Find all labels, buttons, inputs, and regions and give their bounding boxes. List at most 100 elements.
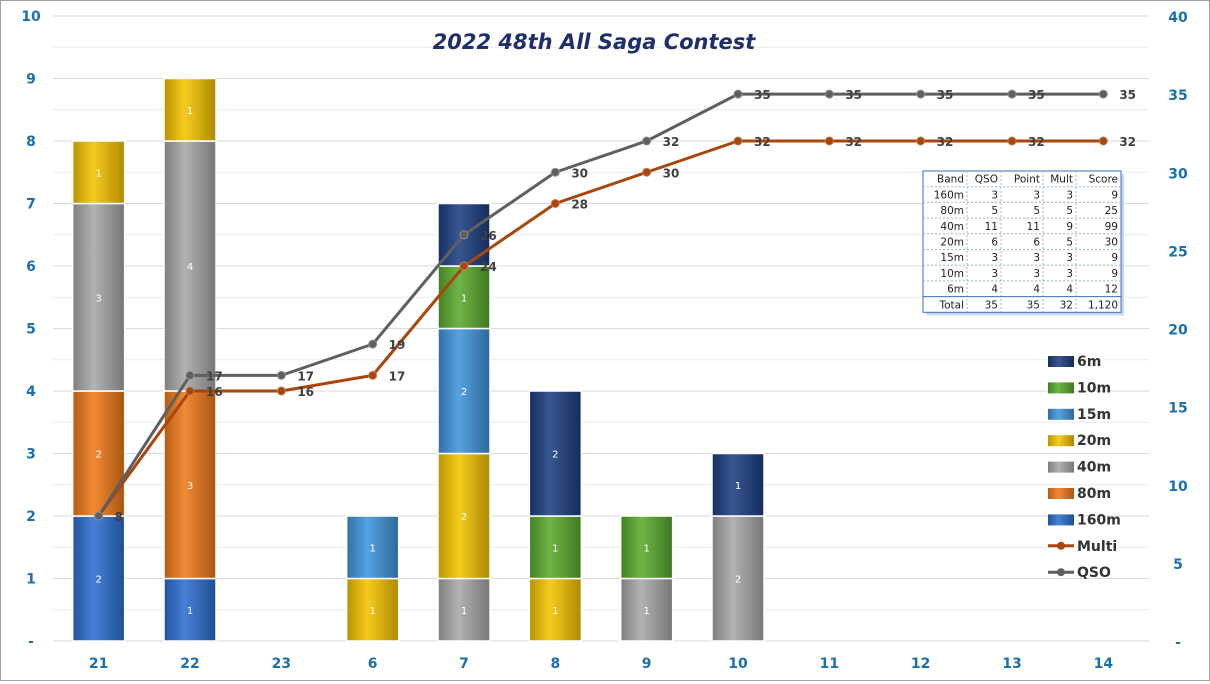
bar-segment-10m xyxy=(619,515,674,580)
table-cell: 3 xyxy=(1066,252,1073,264)
line-point-QSO xyxy=(185,370,195,380)
line-data-label-QSO: 35 xyxy=(1028,88,1045,102)
bar-data-label: 1 xyxy=(643,606,649,617)
bar-segment-15m xyxy=(437,327,491,455)
bar-segment-40m xyxy=(711,515,765,642)
bar-data-label: 1 xyxy=(552,606,558,617)
legend-label: 40m xyxy=(1077,460,1111,476)
bar-segment-10m xyxy=(437,265,491,330)
y-left-tick-label: 9 xyxy=(26,72,36,88)
table-cell: 5 xyxy=(1033,205,1040,217)
bar-segment-20m xyxy=(163,77,217,142)
bar-segment-40m xyxy=(437,577,491,642)
table-cell: 6m xyxy=(947,284,964,296)
legend-swatch-10m xyxy=(1048,382,1074,394)
bar-data-label: 1 xyxy=(461,606,467,617)
line-data-label-Multi: 32 xyxy=(937,135,954,149)
table-cell: 4 xyxy=(1033,284,1040,296)
legend-marker-QSO xyxy=(1057,568,1065,577)
table-header-cell: Band xyxy=(937,174,964,186)
y-right-tick-label: 20 xyxy=(1168,323,1188,339)
table-cell: 15m xyxy=(940,252,964,264)
line-point-Multi xyxy=(550,199,560,208)
x-tick-label: 9 xyxy=(642,656,652,672)
line-point-Multi xyxy=(1098,136,1108,146)
line-data-label-QSO: 35 xyxy=(937,88,954,102)
y-right-tick-label: 40 xyxy=(1168,10,1188,26)
table-cell: 9 xyxy=(1111,252,1118,264)
grid-layer xyxy=(53,15,1149,642)
table-header-cell: Point xyxy=(1014,174,1040,186)
x-tick-label: 13 xyxy=(1002,656,1021,672)
bar-data-label: 1 xyxy=(552,543,558,554)
line-point-Multi xyxy=(276,386,286,396)
line-data-label-QSO: 17 xyxy=(297,369,314,383)
y-left-tick-label: 10 xyxy=(21,9,41,25)
table-border xyxy=(922,170,1122,313)
x-tick-label: 12 xyxy=(911,656,930,672)
bar-data-label: 2 xyxy=(735,575,741,586)
y-left-tick-label: 5 xyxy=(26,322,36,338)
bar-segment-40m xyxy=(71,202,126,392)
bar-data-label: 1 xyxy=(95,168,101,179)
legend-swatch-20m xyxy=(1048,435,1074,447)
table-cell: 4 xyxy=(1066,284,1073,296)
table-cell: 12 xyxy=(1105,284,1118,296)
line-data-label-Multi: 32 xyxy=(1028,135,1045,149)
line-data-label-QSO: 35 xyxy=(1119,88,1136,102)
line-point-QSO xyxy=(642,136,652,146)
bar-data-label: 2 xyxy=(461,512,467,523)
table-cell: 3 xyxy=(1033,252,1040,264)
bar-segment-6m xyxy=(711,452,765,517)
bar-segment-20m xyxy=(71,140,126,205)
y-left-tick-label: 2 xyxy=(26,509,36,525)
table-cell: 35 xyxy=(1027,299,1040,311)
x-tick-label: 11 xyxy=(820,656,839,672)
y-left-tick-label: 3 xyxy=(26,447,36,463)
line-point-QSO xyxy=(276,370,286,380)
table-cell: 9 xyxy=(1111,189,1118,201)
table-cell: 3 xyxy=(991,268,998,280)
y-right-tick-label: 30 xyxy=(1168,166,1188,182)
y-right-tick-label: 5 xyxy=(1173,557,1183,573)
legend-swatch-160m xyxy=(1048,514,1074,526)
x-tick-label: 22 xyxy=(180,656,199,672)
table-cell: 40m xyxy=(940,221,964,233)
table-cell: 32 xyxy=(1060,299,1073,311)
bar-segment-15m xyxy=(345,515,400,580)
y-right-tick-label: 15 xyxy=(1168,401,1187,417)
bar-segment-80m xyxy=(71,390,126,517)
table-cell: 3 xyxy=(991,189,998,201)
bar-data-label: 1 xyxy=(461,293,467,304)
table-cell: 99 xyxy=(1105,221,1118,233)
bar-data-label: 2 xyxy=(95,450,101,461)
line-point-Multi xyxy=(642,167,652,177)
table-cell: 20m xyxy=(940,237,964,249)
bar-segment-10m xyxy=(528,515,583,580)
legend-label: 10m xyxy=(1077,380,1111,396)
line-data-label-QSO: 17 xyxy=(206,369,223,383)
bar-segment-40m xyxy=(163,140,217,392)
x-tick-label: 14 xyxy=(1094,656,1114,672)
table-cell: 80m xyxy=(940,205,964,217)
table-cell: 9 xyxy=(1066,221,1073,233)
line-point-QSO xyxy=(733,89,743,99)
line-data-label-QSO: 19 xyxy=(389,338,406,352)
table-cell: 10m xyxy=(940,268,964,280)
table-header-cell: QSO xyxy=(975,174,998,186)
table-cell: 3 xyxy=(1033,268,1040,280)
table-cell: 5 xyxy=(1066,205,1073,217)
y-right-tick-label: - xyxy=(1175,635,1181,651)
chart-title: 2022 48th All Saga Contest xyxy=(433,30,757,54)
bar-segment-160m xyxy=(163,577,217,642)
bar-data-label: 1 xyxy=(643,543,649,554)
bar-segment-20m xyxy=(437,452,491,580)
line-data-label-Multi: 28 xyxy=(571,198,588,212)
line-point-Multi xyxy=(368,370,378,380)
bar-data-label: 2 xyxy=(95,575,101,586)
y-left-tick-label: 6 xyxy=(26,259,36,275)
line-data-label-Multi: 17 xyxy=(389,369,406,383)
table-cell: 4 xyxy=(991,284,998,296)
table-cell: 11 xyxy=(1027,221,1040,233)
